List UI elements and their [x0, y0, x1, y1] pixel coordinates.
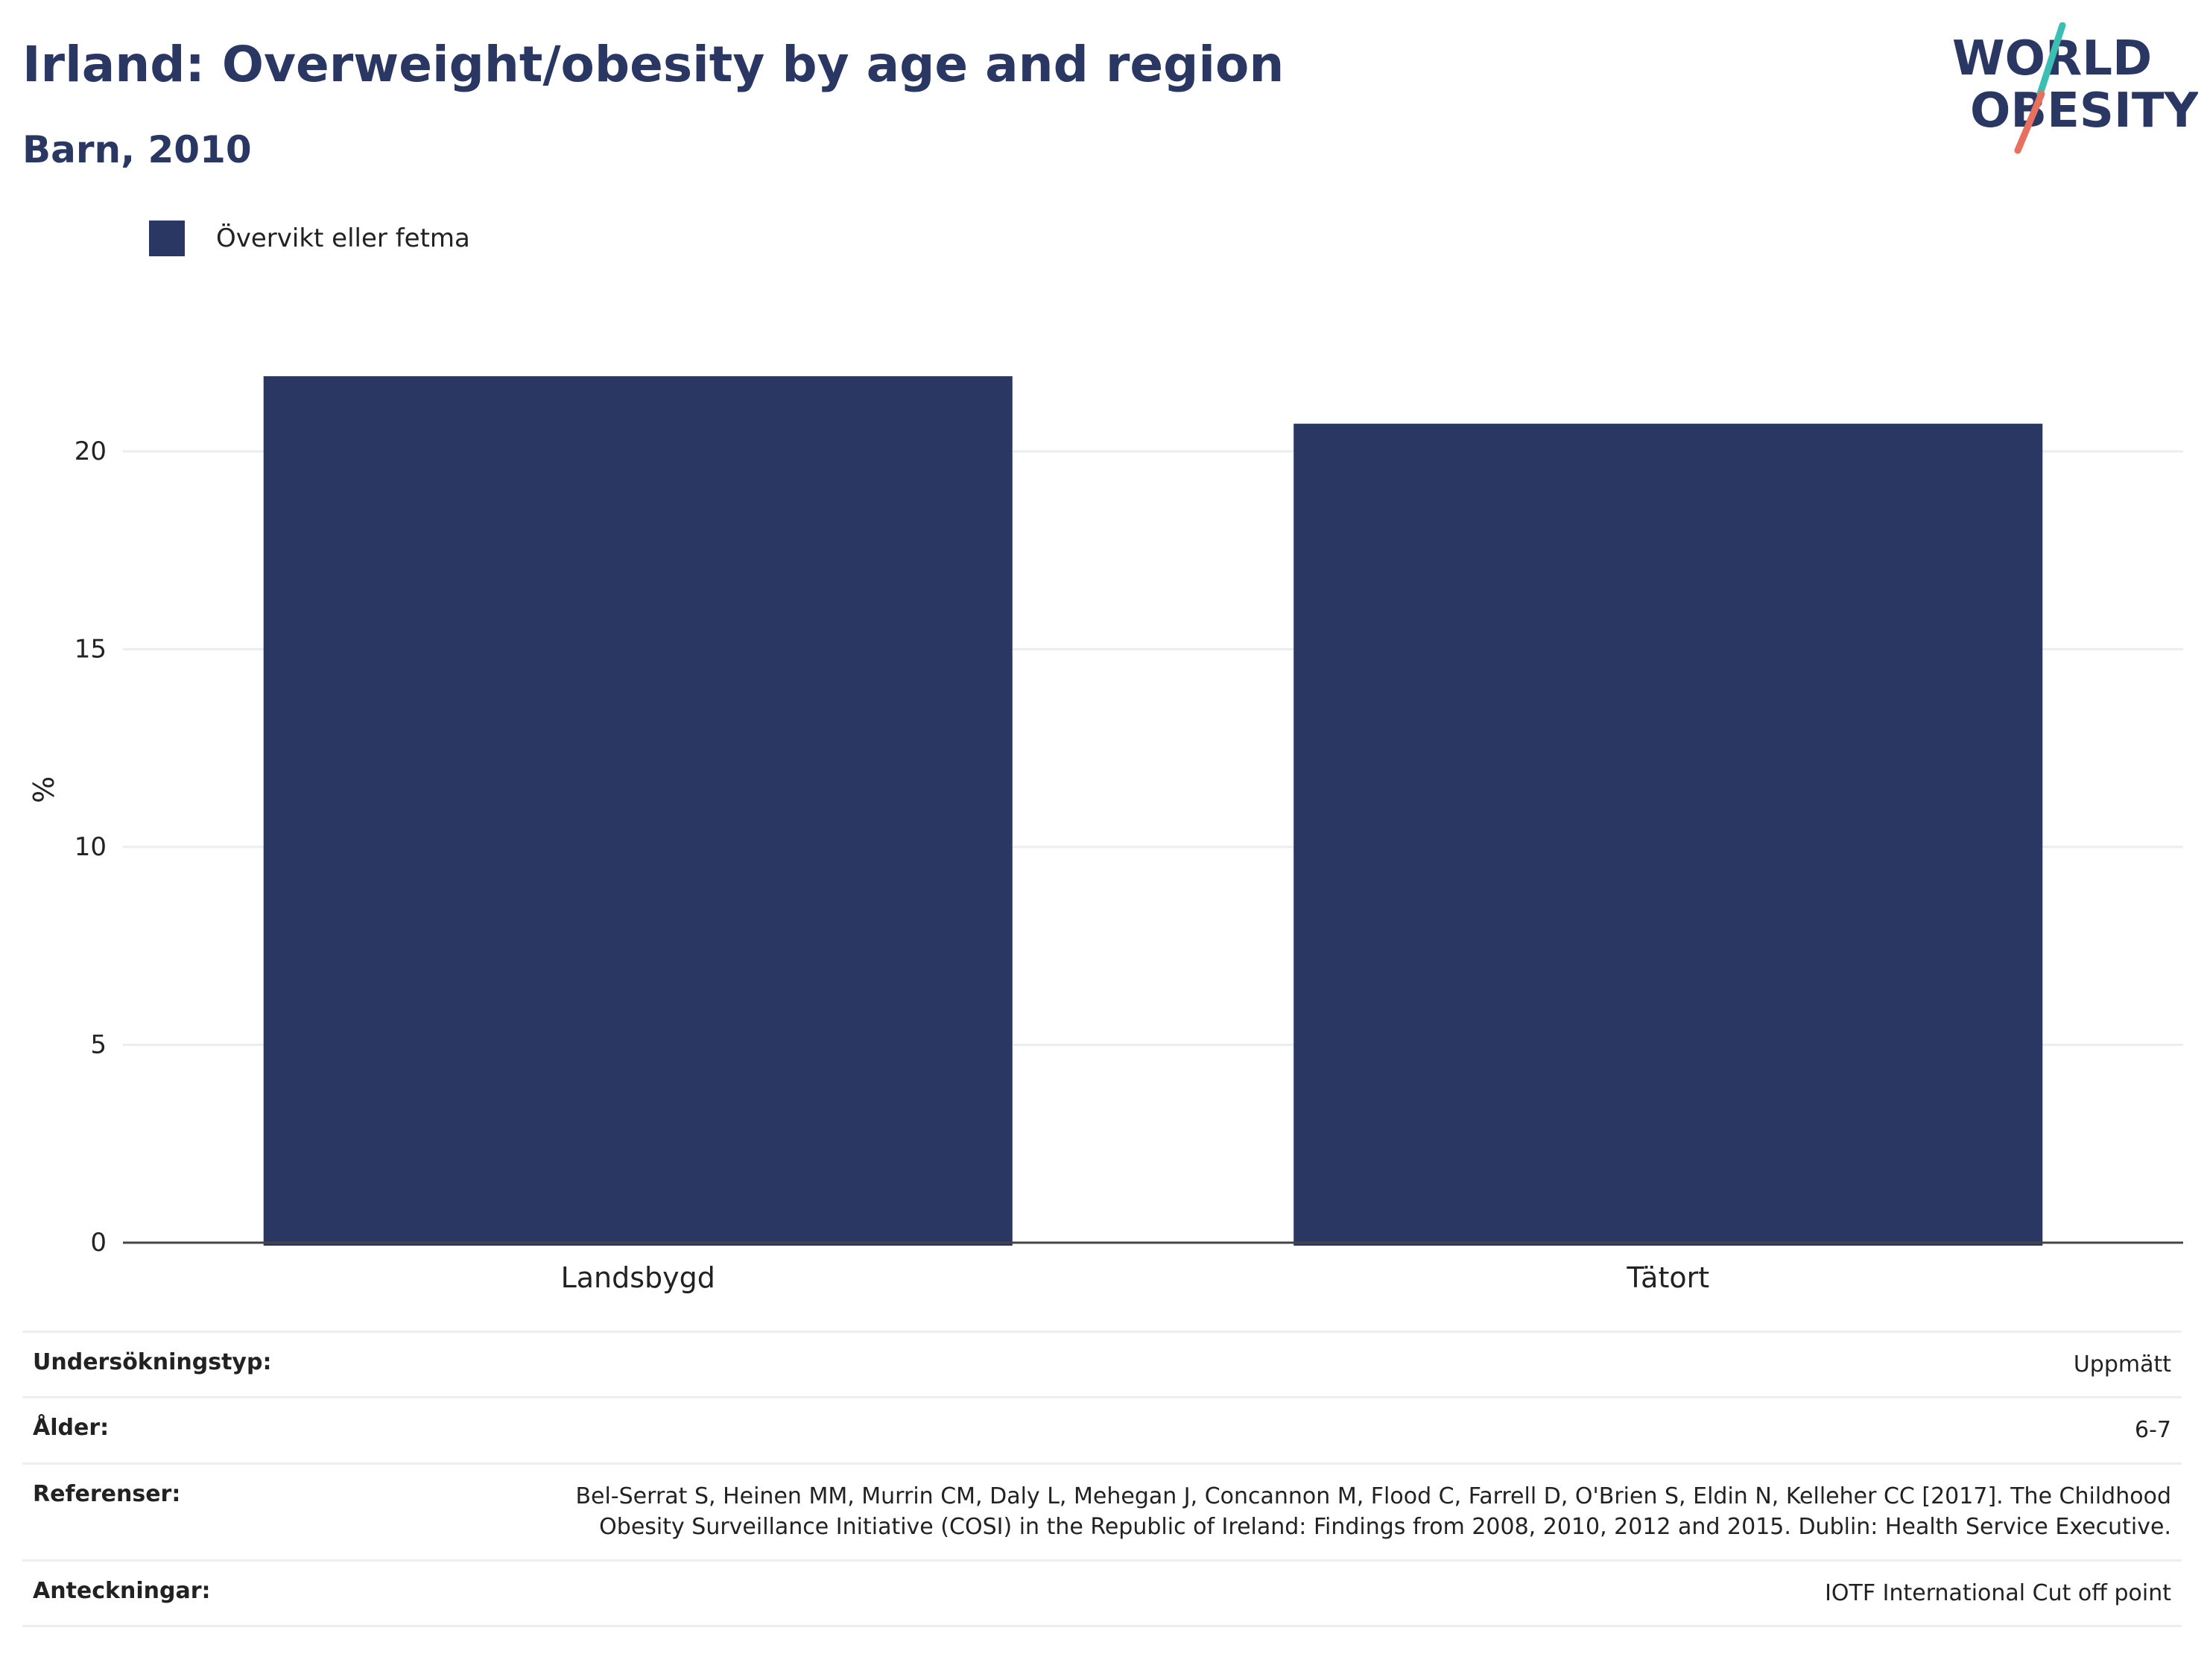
info-value: 6-7: [2135, 1417, 2171, 1444]
info-table: Undersökningstyp: Uppmätt Ålder: 6-7 Referen…: [22, 1331, 2182, 1627]
info-label: Ålder:: [33, 1415, 110, 1442]
info-label: Referenser:: [33, 1480, 181, 1507]
legend-swatch: [149, 221, 185, 256]
chart-title: Irland: Overweight/obesity by age and re…: [22, 36, 1285, 93]
bar: [263, 375, 1013, 1246]
legend-label: Övervikt eller fetma: [216, 224, 470, 253]
logo-slash-teal: [2036, 22, 2066, 98]
info-label: Undersökningstyp:: [33, 1349, 272, 1375]
info-row: Anteckningar: IOTF International Cut off …: [22, 1559, 2182, 1627]
world-obesity-logo: WORLD OBESITY: [1952, 22, 2198, 154]
logo-slash-coral: [2014, 90, 2045, 154]
info-row: Referenser: Bel-Serrat S, Heinen MM, Murr…: [22, 1462, 2182, 1559]
y-axis-title: %: [28, 776, 60, 803]
y-tick-label: 10: [75, 832, 107, 862]
chart-legend[interactable]: Övervikt eller fetma: [149, 221, 470, 256]
chart-subtitle: Barn, 2010: [22, 128, 252, 171]
logo-line-obesity: OBESITY: [1970, 83, 2198, 139]
info-value: Uppmätt: [2073, 1351, 2171, 1378]
info-row: Undersökningstyp: Uppmätt: [22, 1331, 2182, 1396]
info-value: IOTF International Cut off point: [1825, 1579, 2171, 1606]
info-row: Ålder: 6-7: [22, 1396, 2182, 1462]
y-tick-label: 15: [75, 634, 107, 664]
y-tick-label: 5: [90, 1030, 107, 1059]
bar: [1293, 423, 2043, 1246]
bar-chart: 0 5 10 15 20% Landsbygd Tätort: [28, 375, 2183, 1294]
x-tick-label: Landsbygd: [561, 1261, 715, 1294]
y-tick-label: 20: [75, 437, 107, 466]
y-tick-label: 0: [90, 1228, 107, 1258]
info-value: Bel-Serrat S, Heinen MM, Murrin CM, Daly…: [575, 1483, 2171, 1541]
x-tick-label: Tätort: [1626, 1261, 1709, 1294]
info-label: Anteckningar:: [33, 1577, 211, 1604]
